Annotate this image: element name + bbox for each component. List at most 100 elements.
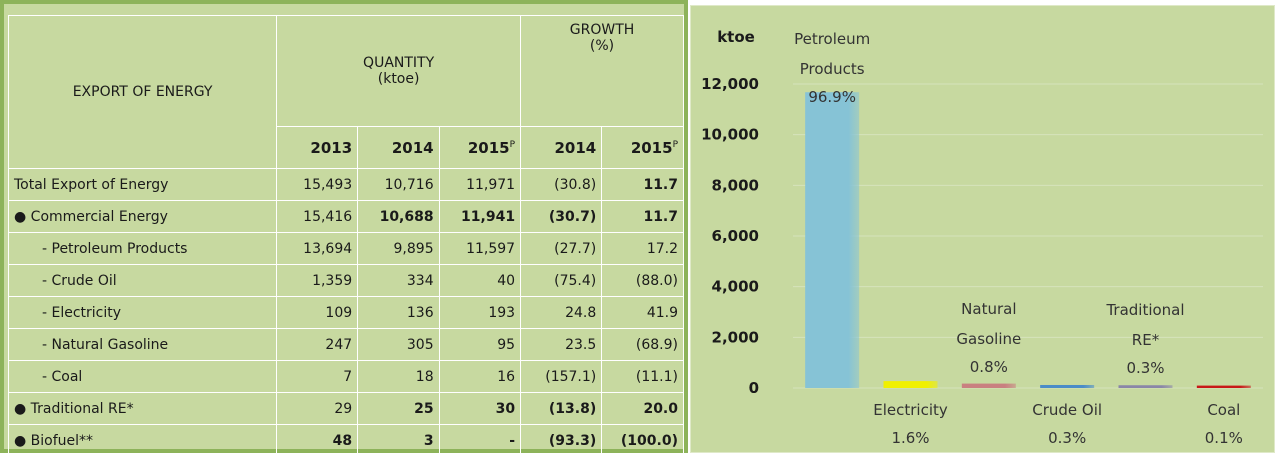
cell: 23.5 — [520, 328, 603, 361]
bar — [1040, 384, 1095, 388]
y-tick-label: 0 — [749, 379, 759, 397]
cell: (100.0) — [601, 424, 684, 457]
y-tick-label: 8,000 — [712, 176, 759, 194]
cell: 15,493 — [276, 168, 359, 201]
data-row: - Petroleum Products 13,694 9,895 11,597 (27… — [7, 232, 684, 265]
share-label: 1.6% — [891, 429, 930, 447]
cell: 18 — [357, 360, 440, 393]
bar — [883, 381, 938, 388]
year-header: 2015P — [601, 126, 684, 169]
cell: 11,597 — [438, 232, 522, 265]
cell: 3 — [357, 424, 440, 457]
growth-header: GROWTH (%) — [520, 15, 684, 127]
cell: 10,716 — [357, 168, 440, 201]
cell: 11,941 — [438, 200, 522, 233]
cell: 13,694 — [276, 232, 359, 265]
row-label: - Crude Oil — [7, 264, 278, 297]
chart: ktoe 0 2,000 4,000 6,000 8,000 10,000 12,000 — [701, 28, 1263, 397]
bar — [1196, 385, 1251, 388]
cell: (27.7) — [520, 232, 603, 265]
energy-table: EXPORT OF ENERGY QUANTITY (ktoe) GROWTH (%… — [7, 15, 684, 457]
cell: (93.3) — [520, 424, 603, 457]
bar — [805, 92, 860, 388]
y-tick-label: 2,000 — [712, 328, 759, 346]
year: 2014 — [554, 138, 597, 157]
year: 2013 — [310, 138, 353, 157]
cell: 334 — [357, 264, 440, 297]
share-label: 0.3% — [1126, 359, 1165, 378]
table-panel: EXPORT OF ENERGY QUANTITY (ktoe) GROWTH (%… — [0, 0, 688, 457]
data-row: ● Traditional RE* 29 25 30 (13.8) 20.0 — [7, 392, 684, 425]
year-header: 2014 — [357, 126, 440, 169]
cell: (157.1) — [520, 360, 603, 393]
category-label: Natural Gasoline — [956, 299, 1022, 348]
cell: (11.1) — [601, 360, 684, 393]
cell: 20.0 — [601, 392, 684, 425]
cell: 17.2 — [601, 232, 684, 265]
data-row: ● Biofuel** 48 3- (93.3) (100.0) — [7, 424, 684, 457]
cell: 136 — [357, 296, 440, 329]
year-row: 2013 2014 2015P 2014 2015P — [9, 126, 684, 169]
cell: 41.9 — [601, 296, 684, 329]
cell: 11.7 — [601, 200, 684, 233]
preliminary-mark: P — [672, 139, 678, 150]
cell: 95 — [438, 328, 522, 361]
cell: 40 — [438, 264, 522, 297]
bar — [1118, 385, 1173, 388]
row-label: - Coal — [7, 360, 278, 393]
cell: 15,416 — [276, 200, 359, 233]
category-label: Traditional RE* — [1106, 301, 1185, 350]
cell: (75.4) — [520, 264, 603, 297]
y-tick-label: 4,000 — [712, 278, 759, 296]
cell: 1,359 — [276, 264, 359, 297]
preliminary-mark: P — [509, 139, 516, 150]
quantity-header: QUANTITY (ktoe) — [276, 15, 522, 127]
header-title: EXPORT OF ENERGY — [7, 15, 278, 169]
cell: 16 — [438, 360, 522, 393]
data-row: ● Commercial Energy 15,416 10,688 11,941 (30… — [7, 200, 684, 233]
cell: 29 — [276, 392, 359, 425]
share-label: 0.3% — [1048, 429, 1087, 447]
cell: 48 — [276, 424, 359, 457]
cell: 10,688 — [357, 200, 440, 233]
data-row: - Natural Gasoline 247 305 95 23.5 (68.9) — [7, 328, 684, 361]
data-row: - Coal 7 18 16 (157.1) (11.1) — [7, 360, 684, 393]
growth-label: GROWTH — [569, 22, 635, 38]
year: 2014 — [391, 138, 434, 157]
cell: 247 — [276, 328, 359, 361]
bar — [961, 383, 1016, 388]
row-label: ● Traditional RE* — [7, 392, 278, 425]
cell: - — [438, 424, 522, 457]
cell: (30.8) — [520, 168, 603, 201]
cell: 109 — [276, 296, 359, 329]
year: 2015 — [630, 138, 673, 157]
year: 2015 — [467, 138, 510, 157]
year-header: 2013 — [276, 126, 359, 169]
share-label: 0.1% — [1204, 429, 1243, 447]
category-label: Crude Oil — [1032, 401, 1103, 419]
cell: 193 — [438, 296, 522, 329]
growth-unit: (%) — [589, 38, 615, 54]
cell: 30 — [438, 392, 522, 425]
cell: (88.0) — [601, 264, 684, 297]
cell: 11.7 — [601, 168, 684, 201]
y-tick-label: 12,000 — [701, 75, 759, 93]
row-label: Total Export of Energy — [7, 168, 278, 201]
data-row: - Electricity 109 136 193 24.8 41.9 — [7, 296, 684, 329]
cell: 25 — [357, 392, 440, 425]
cell: (30.7) — [520, 200, 603, 233]
category-label: Electricity — [873, 401, 948, 419]
chart-panel: ktoe 0 2,000 4,000 6,000 8,000 10,000 12,000 — [690, 5, 1275, 453]
row-label: ● Biofuel** — [7, 424, 278, 457]
category-label: Petroleum Products — [794, 30, 871, 79]
category-label: Coal — [1207, 401, 1241, 419]
quantity-unit: (ktoe) — [377, 71, 420, 87]
year-header: 2015P — [438, 126, 522, 169]
row-label: - Electricity — [7, 296, 278, 329]
row-label: - Petroleum Products — [7, 232, 278, 265]
year-header: 2014 — [520, 126, 603, 169]
data-row: - Crude Oil 1,359 334 40 (75.4) (88.0) — [7, 264, 684, 297]
y-tick-label: 10,000 — [701, 126, 759, 144]
y-axis-label: ktoe — [717, 28, 755, 46]
